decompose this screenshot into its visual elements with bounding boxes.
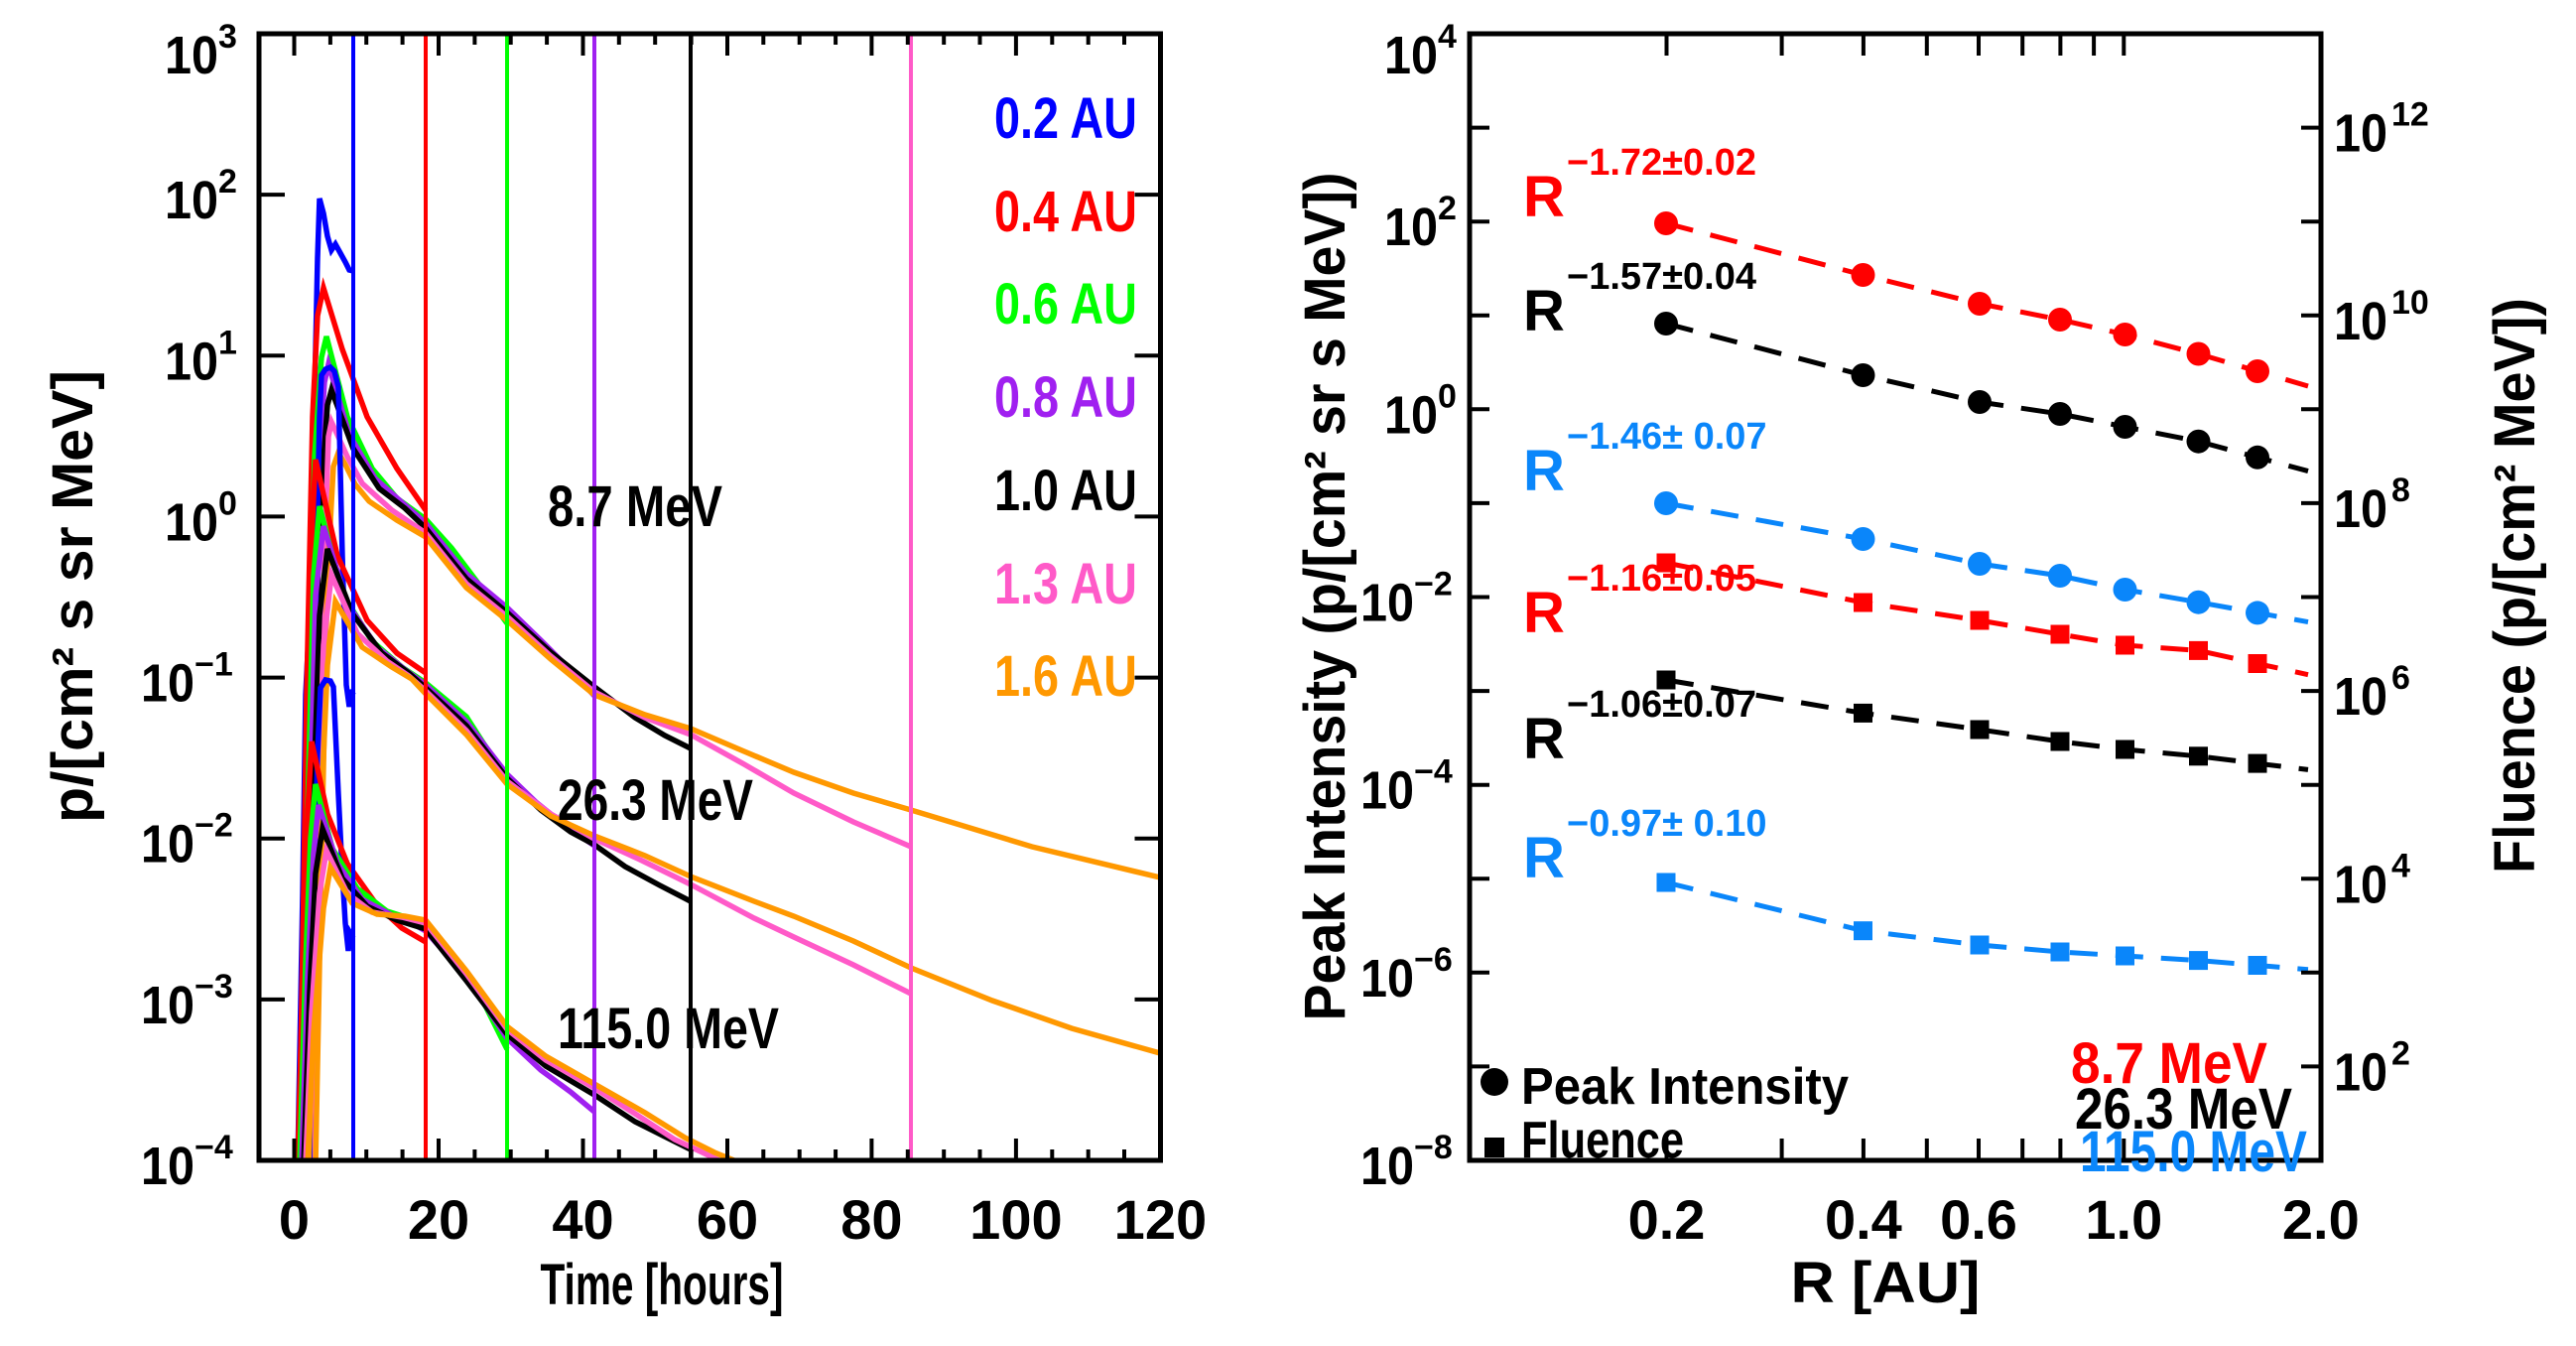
svg-text:−8: −8 [1414,1129,1453,1166]
svg-text:10: 10 [141,654,194,714]
svg-text:−1.16±0.05: −1.16±0.05 [1567,558,1756,600]
svg-text:−4: −4 [1414,753,1453,791]
svg-text:0: 0 [1438,377,1457,415]
svg-text:40: 40 [552,1188,613,1251]
svg-text:2: 2 [1438,190,1457,227]
svg-text:1.6 AU: 1.6 AU [994,644,1137,709]
svg-text:10: 10 [2334,1042,2387,1102]
svg-text:10: 10 [165,26,218,85]
svg-text:115.0 MeV: 115.0 MeV [558,997,779,1061]
svg-text:Peak Intensity: Peak Intensity [1521,1058,1849,1116]
svg-text:10: 10 [141,1137,194,1196]
svg-text:R: R [1523,439,1565,503]
svg-text:0.6: 0.6 [1940,1188,2017,1251]
svg-text:10: 10 [2334,855,2387,914]
svg-text:0.6 AU: 0.6 AU [994,272,1137,336]
svg-text:1.0 AU: 1.0 AU [994,459,1137,523]
svg-text:0: 0 [279,1188,310,1251]
svg-text:−4: −4 [194,1129,233,1166]
svg-text:10: 10 [2334,667,2387,727]
svg-text:−1.57±0.04: −1.57±0.04 [1567,256,1756,298]
svg-text:0.8 AU: 0.8 AU [994,365,1137,430]
svg-text:10: 10 [1360,1137,1414,1196]
svg-text:10: 10 [2334,292,2387,351]
svg-text:−3: −3 [194,968,233,1006]
svg-text:R: R [1523,707,1565,771]
svg-text:120: 120 [1114,1188,1207,1251]
svg-text:10: 10 [1360,949,1414,1009]
svg-text:10: 10 [141,815,194,875]
svg-text:−6: −6 [1414,941,1453,979]
svg-text:10: 10 [2334,104,2387,164]
svg-text:10: 10 [1360,761,1414,821]
svg-text:100: 100 [969,1188,1062,1251]
svg-text:−1.06±0.07: −1.06±0.07 [1567,684,1756,726]
svg-text:2: 2 [218,163,237,201]
svg-text:8: 8 [2391,471,2410,509]
svg-text:4: 4 [1438,18,1457,56]
svg-text:2: 2 [2391,1034,2410,1072]
svg-text:Peak Intensity (p/[cm² sr s Me: Peak Intensity (p/[cm² sr s MeV]) [1293,173,1357,1021]
svg-text:R: R [1523,581,1565,645]
svg-text:10: 10 [1384,198,1438,257]
svg-text:2.0: 2.0 [2282,1188,2360,1251]
svg-text:60: 60 [697,1188,758,1251]
svg-text:−1.46± 0.07: −1.46± 0.07 [1567,416,1767,458]
svg-text:1.0: 1.0 [2085,1188,2162,1251]
svg-text:8.7 MeV: 8.7 MeV [548,474,722,539]
svg-text:10: 10 [141,976,194,1035]
svg-text:1: 1 [218,324,237,361]
svg-text:80: 80 [840,1188,902,1251]
svg-text:8.7 MeV: 8.7 MeV [2071,1031,2267,1096]
svg-text:Time [hours]: Time [hours] [541,1253,784,1317]
svg-text:12: 12 [2391,96,2429,134]
svg-text:−2: −2 [1414,566,1453,604]
svg-text:10: 10 [165,492,218,552]
svg-text:Fluence (p/[cm² MeV]): Fluence (p/[cm² MeV]) [2483,298,2547,874]
svg-text:0.2 AU: 0.2 AU [994,86,1137,151]
svg-text:10: 10 [2334,479,2387,539]
svg-text:10: 10 [165,332,218,391]
svg-text:4: 4 [2391,847,2410,884]
svg-text:R [AU]: R [AU] [1791,1251,1981,1315]
svg-text:R: R [1523,279,1565,343]
svg-text:−1.72±0.02: −1.72±0.02 [1567,142,1756,184]
svg-text:6: 6 [2391,659,2410,697]
svg-text:10: 10 [1384,26,1438,85]
svg-text:10: 10 [165,171,218,230]
svg-text:Fluence: Fluence [1521,1112,1684,1169]
svg-text:0.4: 0.4 [1825,1188,1902,1251]
svg-text:10: 10 [1360,574,1414,633]
svg-text:−0.97± 0.10: −0.97± 0.10 [1567,803,1767,845]
svg-text:26.3 MeV: 26.3 MeV [2075,1077,2292,1142]
svg-text:1.3 AU: 1.3 AU [994,552,1137,616]
svg-text:R: R [1523,826,1565,890]
svg-text:p/[cm² s sr MeV]: p/[cm² s sr MeV] [41,370,105,823]
svg-text:20: 20 [408,1188,469,1251]
svg-text:10: 10 [1384,385,1438,445]
svg-text:0.2: 0.2 [1628,1188,1706,1251]
svg-text:10: 10 [2391,284,2429,322]
svg-text:3: 3 [218,18,237,56]
svg-text:115.0 MeV: 115.0 MeV [2080,1120,2307,1184]
svg-text:0.4 AU: 0.4 AU [994,180,1137,244]
svg-text:−2: −2 [194,807,233,845]
svg-text:0: 0 [218,484,237,522]
svg-text:26.3 MeV: 26.3 MeV [558,768,753,833]
svg-text:−1: −1 [194,646,233,684]
svg-text:R: R [1523,165,1565,229]
